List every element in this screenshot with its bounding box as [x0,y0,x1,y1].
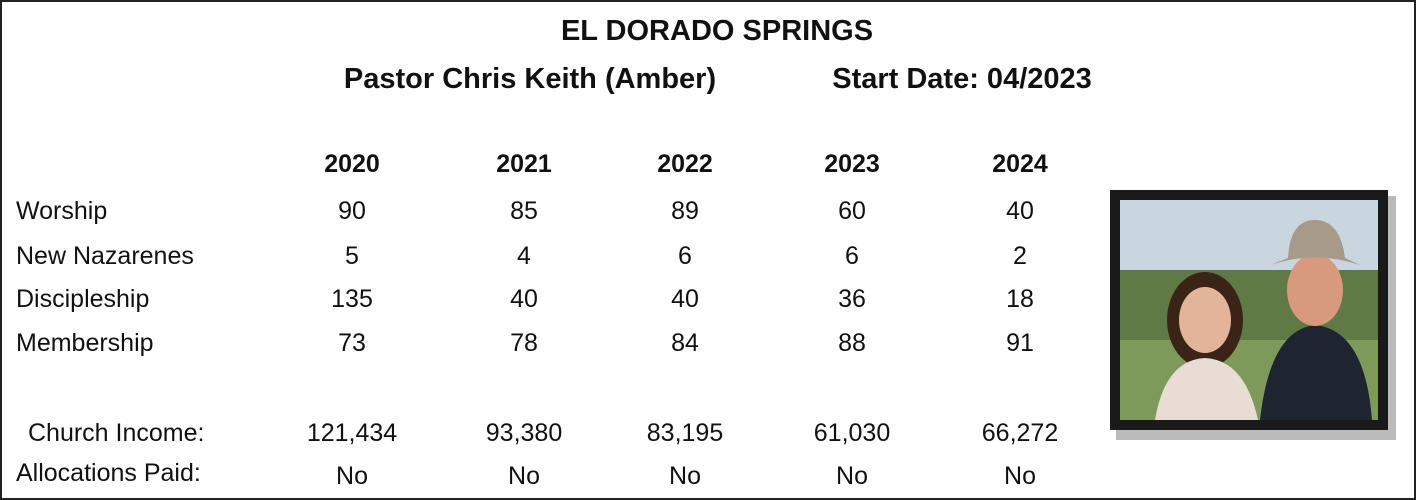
cell: 6 [845,241,859,271]
cell: 73 [338,328,366,358]
title: EL DORADO SPRINGS [561,16,873,46]
cell: 40 [671,284,699,314]
cell: 78 [510,328,538,358]
cell: No [1004,461,1036,491]
cell: 40 [1006,196,1034,226]
cell: 84 [671,328,699,358]
cell: 4 [517,241,531,271]
row-label: New Nazarenes [16,241,194,271]
cell: 93,380 [486,418,562,448]
row-label: Church Income: [28,418,204,448]
cell: 18 [1006,284,1034,314]
cell: No [669,461,701,491]
cell: 2 [1013,241,1027,271]
cell: 121,434 [307,418,397,448]
page: EL DORADO SPRINGS Pastor Chris Keith (Am… [0,0,1416,500]
column-header: 2024 [992,149,1048,179]
cell: 5 [345,241,359,271]
cell: 88 [838,328,866,358]
row-label: Discipleship [16,284,149,314]
cell: 6 [678,241,692,271]
photo [1110,190,1400,442]
column-header: 2020 [324,149,380,179]
cell: 66,272 [982,418,1058,448]
cell: No [508,461,540,491]
cell: No [336,461,368,491]
cell: 91 [1006,328,1034,358]
column-header: 2022 [657,149,713,179]
cell: 36 [838,284,866,314]
cell: No [836,461,868,491]
cell: 85 [510,196,538,226]
cell: 90 [338,196,366,226]
cell: 60 [838,196,866,226]
cell: 89 [671,196,699,226]
column-header: 2021 [496,149,552,179]
row-label: Allocations Paid: [16,458,201,488]
cell: 40 [510,284,538,314]
cell: 135 [331,284,373,314]
cell: 83,195 [647,418,723,448]
pastor: Pastor Chris Keith (Amber) [344,64,716,94]
start-date: Start Date: 04/2023 [832,64,1092,94]
row-label: Membership [16,328,154,358]
row-label: Worship [16,196,107,226]
cell: 61,030 [814,418,890,448]
column-header: 2023 [824,149,880,179]
